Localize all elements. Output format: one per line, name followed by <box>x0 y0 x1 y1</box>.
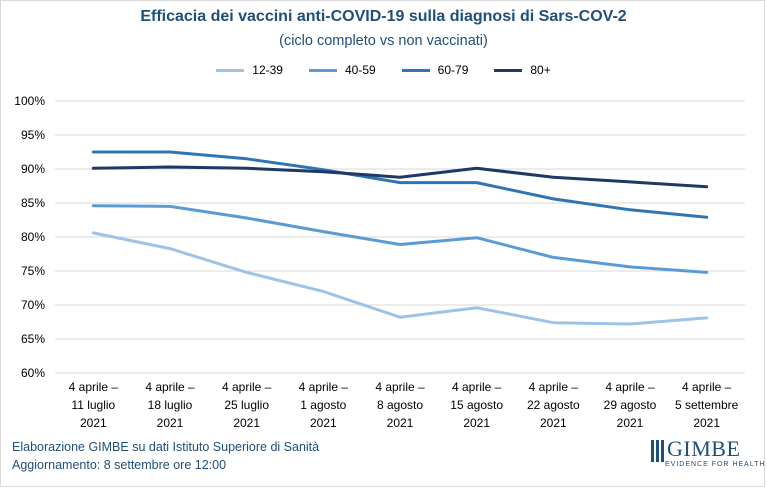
legend-label: 40-59 <box>344 63 376 77</box>
x-tick-label: 18 luglio <box>148 398 193 412</box>
x-tick-label: 4 aprile – <box>145 380 195 394</box>
chart-subtitle: (ciclo completo vs non vaccinati) <box>279 33 488 49</box>
x-tick-label: 2021 <box>80 416 107 430</box>
legend-label: 80+ <box>530 63 551 77</box>
y-tick-label: 65% <box>21 332 45 346</box>
x-tick-label: 2021 <box>310 416 337 430</box>
y-tick-label: 95% <box>21 128 45 142</box>
legend-item-80-plus: 80+ <box>494 63 551 77</box>
x-tick-label: 2021 <box>463 416 490 430</box>
legend-label: 60-79 <box>437 63 469 77</box>
series-line-80-plus <box>91 165 709 189</box>
x-tick-label: 2021 <box>233 416 260 430</box>
x-tick-label: 4 aprile – <box>222 380 272 394</box>
legend-item-60-79: 60-79 <box>401 63 469 77</box>
x-tick-label: 4 aprile – <box>529 380 579 394</box>
legend-swatch <box>401 68 430 72</box>
x-tick-label: 4 aprile – <box>605 380 655 394</box>
legend-item-40-59: 40-59 <box>308 63 376 77</box>
gimbe-logo: GIMBE EVIDENCE FOR HEALTH <box>650 436 765 476</box>
logo-mark-icon <box>651 440 664 462</box>
legend-swatch <box>216 68 245 72</box>
y-tick-label: 85% <box>21 196 45 210</box>
legend-swatch <box>494 68 523 72</box>
footer-update: Aggiornamento: 8 settembre ore 12:00 <box>12 458 227 472</box>
x-tick-label: 22 agosto <box>527 398 580 412</box>
x-tick-label: 2021 <box>387 416 414 430</box>
x-tick-label: 8 agosto <box>377 398 423 412</box>
x-tick-label: 2021 <box>617 416 644 430</box>
series-line-40-59 <box>91 204 709 274</box>
x-tick-label: 4 aprile – <box>682 380 732 394</box>
x-tick-label: 25 luglio <box>224 398 269 412</box>
x-tick-label: 1 agosto <box>300 398 346 412</box>
x-tick-label: 15 agosto <box>450 398 503 412</box>
y-tick-label: 75% <box>21 264 45 278</box>
y-tick-label: 100% <box>14 94 45 108</box>
chart-legend: 12-39 40-59 60-79 80+ <box>0 63 767 77</box>
x-tick-label: 2021 <box>540 416 567 430</box>
y-tick-label: 60% <box>21 366 45 380</box>
logo-tagline: EVIDENCE FOR HEALTH <box>665 461 766 468</box>
series-line-12-39 <box>91 231 709 326</box>
series-line-60-79 <box>91 150 709 219</box>
logo-name: GIMBE <box>667 436 741 461</box>
y-tick-label: 90% <box>21 162 45 176</box>
footer-source: Elaborazione GIMBE su dati Istituto Supe… <box>12 440 320 454</box>
chart-title: Efficacia dei vaccini anti-COVID-19 sull… <box>140 8 627 25</box>
x-tick-label: 4 aprile – <box>69 380 119 394</box>
x-tick-label: 2021 <box>693 416 720 430</box>
legend-swatch <box>308 68 337 72</box>
x-tick-label: 4 aprile – <box>375 380 425 394</box>
x-tick-label: 11 luglio <box>71 398 115 412</box>
x-tick-label: 5 settembre <box>675 398 739 412</box>
x-tick-label: 4 aprile – <box>452 380 502 394</box>
y-tick-label: 70% <box>21 298 45 312</box>
x-tick-label: 2021 <box>157 416 184 430</box>
legend-label: 12-39 <box>252 63 283 77</box>
legend-item-12-39: 12-39 <box>216 63 283 77</box>
y-tick-label: 80% <box>21 230 45 244</box>
x-tick-label: 29 agosto <box>604 398 657 412</box>
x-tick-label: 4 aprile – <box>299 380 349 394</box>
